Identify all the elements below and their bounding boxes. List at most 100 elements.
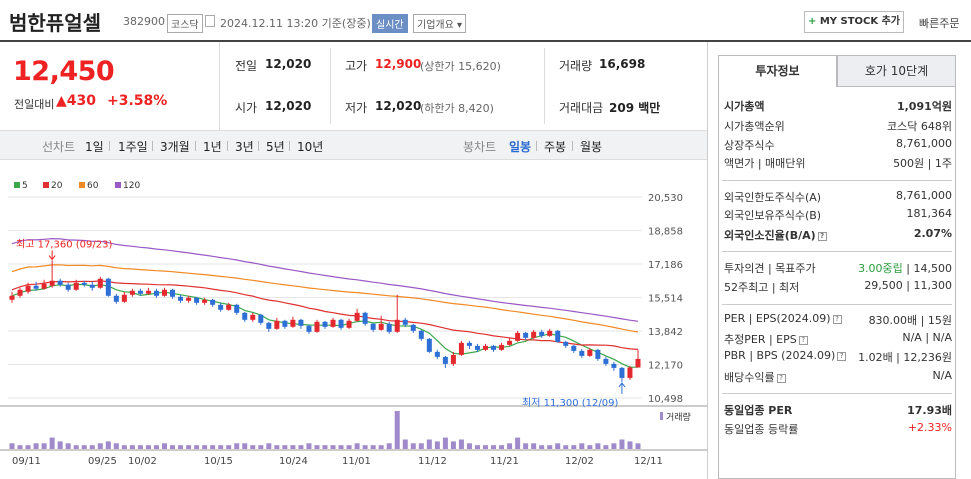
- candle-body: [523, 332, 529, 338]
- quote-datetime: 2024.12.11 13:20 기준(장중): [220, 17, 371, 30]
- tab-order-book[interactable]: 호가 10단계: [837, 55, 956, 87]
- info-row-value: 8,761,000: [896, 137, 952, 150]
- volume-bar: [226, 445, 232, 449]
- chart-grid: [0, 196, 707, 451]
- volume-bar: [611, 443, 617, 449]
- period-monthly[interactable]: 월봉: [580, 140, 603, 154]
- period-1y[interactable]: 1년: [203, 140, 222, 154]
- tab-investment-info[interactable]: 투자정보: [718, 55, 837, 87]
- volume-bar: [483, 445, 489, 449]
- info-row: 동일업종 PER 17.93배: [724, 402, 952, 418]
- candle-body: [619, 367, 625, 378]
- x-tick-label: 10/02: [128, 456, 157, 467]
- volume-bar: [105, 441, 111, 449]
- help-icon[interactable]: ?: [817, 232, 827, 241]
- info-row: 외국인보유주식수(B) 181,364: [724, 207, 952, 223]
- candle-body: [145, 290, 151, 294]
- y-tick-label: 12,170: [648, 361, 683, 372]
- period-daily[interactable]: 일봉: [509, 140, 532, 154]
- legend-swatch-20: [43, 182, 49, 188]
- help-icon[interactable]: ?: [798, 336, 808, 345]
- volume-label: 거래량: [666, 411, 691, 423]
- divider: [330, 48, 331, 124]
- candle-body: [635, 358, 641, 368]
- candle-body: [274, 320, 280, 329]
- quick-order-link[interactable]: 빠른주문: [919, 17, 960, 30]
- period-1w[interactable]: 1주일: [118, 140, 148, 154]
- help-icon[interactable]: ?: [832, 315, 842, 324]
- candle-body: [450, 354, 456, 364]
- open-label: 시가: [235, 101, 258, 115]
- chart-legend: 5 20 60 120: [14, 181, 140, 191]
- section-divider: [722, 251, 952, 252]
- candle-body: [346, 320, 352, 328]
- volume-bar: [250, 445, 256, 449]
- panel-divider: [707, 42, 708, 479]
- candle-body: [57, 280, 63, 285]
- candle-body: [426, 338, 432, 352]
- info-row: 동일업종 등락률 +2.33%: [724, 421, 952, 437]
- volume-bar: [378, 445, 384, 449]
- volume-bar: [402, 439, 408, 449]
- volume-bar: [362, 445, 368, 449]
- candle-body: [330, 319, 336, 327]
- volume-bar: [603, 445, 609, 449]
- info-row: 외국인한도주식수(A) 8,761,000: [724, 189, 952, 205]
- candle-body: [81, 282, 87, 285]
- info-row-label: 배당수익률?: [724, 369, 786, 385]
- period-5y[interactable]: 5년: [266, 140, 285, 154]
- volume-bar: [563, 445, 569, 449]
- company-info-dropdown[interactable]: 기업개요 ▾: [413, 14, 467, 33]
- x-tick-label: 09/25: [88, 456, 117, 467]
- candle-body: [338, 319, 344, 328]
- info-row-value: 830.00배 | 15원: [868, 314, 952, 327]
- y-tick-label: 18,858: [648, 227, 683, 238]
- info-row-label: 시가총액순위: [724, 120, 785, 133]
- candle-body: [290, 319, 296, 327]
- volume-bar: [338, 445, 344, 449]
- candle-body: [595, 349, 601, 359]
- period-10y[interactable]: 10년: [297, 140, 324, 154]
- volume-bar: [386, 443, 392, 449]
- candle-body: [362, 312, 368, 324]
- volume-bar: [242, 443, 248, 449]
- help-icon[interactable]: ?: [776, 374, 786, 383]
- candle-body: [161, 289, 167, 296]
- period-3m[interactable]: 3개월: [160, 140, 190, 154]
- y-tick-label: 15,514: [648, 294, 683, 305]
- candle-body: [587, 349, 593, 356]
- ma-60-line: [11, 264, 639, 333]
- change-percent: +3.58%: [107, 93, 168, 109]
- info-row-value: N/A | N/A: [902, 331, 952, 344]
- candle-body: [394, 319, 400, 332]
- volume-bar: [499, 445, 505, 449]
- add-mystock-button[interactable]: + MY STOCK 추가: [804, 11, 904, 33]
- info-row-value: 3.00중립 | 14,500: [858, 262, 952, 275]
- candle-body: [571, 345, 577, 351]
- info-row-label: PBR | BPS (2024.09)?: [724, 349, 847, 362]
- volume-bar: [33, 443, 39, 449]
- current-price: 12,450: [13, 56, 115, 87]
- help-icon[interactable]: ?: [837, 352, 847, 361]
- y-tick-label: 20,530: [648, 193, 683, 204]
- candle-body: [474, 345, 480, 350]
- volume-bar: [266, 443, 272, 449]
- info-row-value: 코스닥 648위: [887, 120, 952, 133]
- candle-body: [153, 290, 159, 296]
- info-row-label: 외국인소진율(B/A)?: [724, 227, 827, 243]
- volume-bar: [587, 445, 593, 449]
- realtime-button[interactable]: 실시간: [372, 14, 408, 33]
- candle-body: [410, 324, 416, 331]
- volume-bar: [306, 443, 312, 449]
- period-3y[interactable]: 3년: [235, 140, 254, 154]
- period-weekly[interactable]: 주봉: [544, 140, 567, 154]
- volume-bar: [234, 443, 240, 449]
- period-1d[interactable]: 1일: [85, 140, 104, 154]
- candle-body: [507, 340, 513, 345]
- candle-body: [434, 351, 440, 357]
- x-tick-label: 11/21: [490, 456, 519, 467]
- info-row-label: PER | EPS(2024.09)?: [724, 312, 842, 325]
- info-row: 배당수익률? N/A: [724, 369, 952, 385]
- info-row-value: 17.93배: [907, 404, 952, 417]
- x-tick-label: 11/12: [418, 456, 447, 467]
